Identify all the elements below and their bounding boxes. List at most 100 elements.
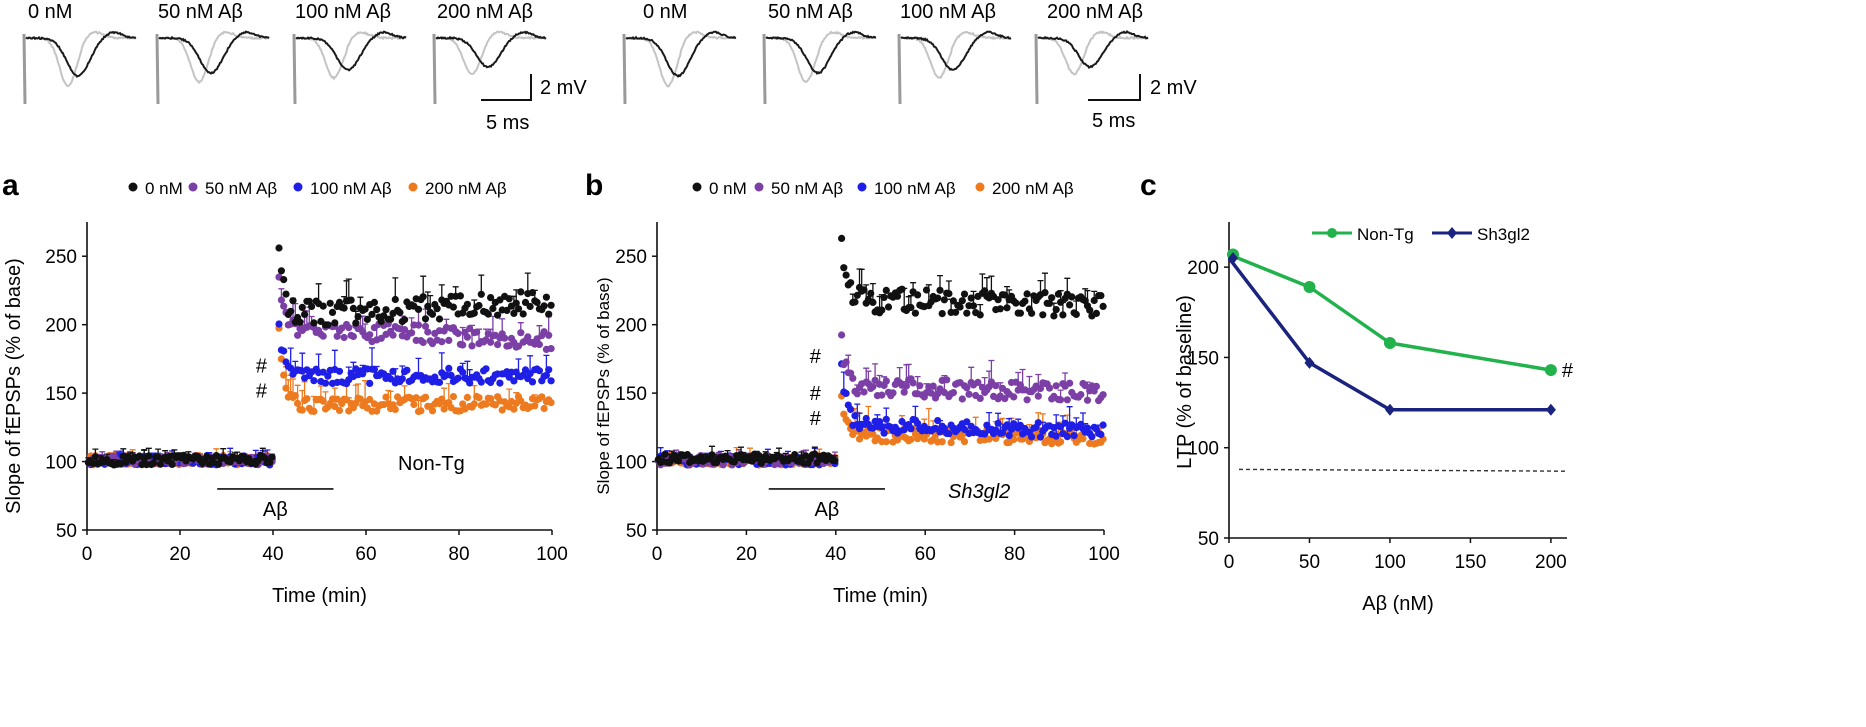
data-point [1052,432,1060,440]
data-point [294,399,302,407]
x-axis-label: Aβ (nM) [1362,593,1434,615]
data-point [470,309,478,317]
data-point [389,331,397,339]
data-point [440,405,448,413]
y-tick-label: 200 [45,316,77,337]
data-point [963,418,971,426]
data-point [1028,433,1036,441]
trace-light [625,30,737,88]
y-tick-label: 200 [1187,258,1219,279]
data-point [943,376,951,384]
trace-dark [765,30,877,76]
data-point [366,395,374,404]
data-point [403,366,411,374]
data-point [419,338,427,347]
series-50nma [654,331,1107,469]
data-point [333,332,341,340]
data-point [531,402,539,410]
data-point [730,458,738,466]
x-tick-label: 150 [1455,552,1487,573]
data-point [414,305,423,313]
y-tick-label: 100 [45,453,77,474]
data-point [842,271,850,279]
data-point [902,382,911,390]
data-point [361,305,369,313]
series-line [1227,257,1551,412]
scale-ms-left: 5 ms [486,112,529,134]
stimulus-artifact [155,33,160,105]
data-point [387,315,395,323]
x-tick-label: 0 [82,544,93,565]
data-point [1021,297,1029,305]
data-point [424,328,432,336]
data-point [1544,364,1557,377]
series-0nm [84,244,555,469]
legend-marker [188,182,198,192]
panel-b: b 0 nM 50 nM Aβ 100 nM Aβ 200 nM Aβ 50 100 150 2… [585,169,1120,607]
data-point [310,407,318,415]
data-point [475,301,483,310]
data-point [1023,290,1031,298]
data-point [545,331,553,339]
x-tick-label: 20 [736,544,757,565]
data-point [391,405,399,413]
trace-pair [155,30,270,105]
data-point [965,390,973,398]
data-point [145,452,153,460]
data-point [340,333,348,342]
data-point [934,294,942,302]
data-point [969,302,978,310]
data-point [449,303,457,311]
data-point [433,305,441,313]
significance-mark: # [256,380,268,402]
data-point [1099,391,1107,399]
data-point [1036,384,1045,393]
legend-marker [754,182,764,192]
data-point [324,372,332,380]
genotype-annotation: Non-Tg [398,453,465,475]
data-point [884,303,893,311]
series-0nm [654,234,1107,467]
data-point [1012,299,1020,307]
data-point [410,400,418,409]
data-point [308,302,316,311]
scale-mv-right: 2 mV [1150,77,1197,99]
drug-bar-label: Aβ [263,499,288,521]
legend-label: 50 nM Aβ [205,179,277,198]
data-point [294,331,302,339]
significance-mark: # [1562,360,1574,382]
data-point [963,309,971,317]
data-point [940,296,949,304]
data-point [447,371,455,379]
x-tick-label: 80 [448,544,469,565]
data-point [387,375,395,383]
y-tick-label: 50 [626,521,647,542]
data-point [1079,435,1087,443]
x-tick-label: 20 [169,544,190,565]
data-point [459,341,467,349]
data-point [391,295,399,304]
data-point [510,405,518,413]
data-point [878,306,886,314]
data-point [949,297,958,305]
data-point [326,299,334,307]
data-point [889,389,897,397]
series-sh3gl2 [1227,252,1556,416]
trace-dark [25,30,137,78]
data-point [310,319,318,327]
data-point [435,378,444,386]
data-point [324,321,332,329]
data-point [477,378,485,386]
data-point [840,264,848,272]
data-point [470,400,478,408]
series-200nma [84,324,555,469]
data-point [547,377,555,385]
data-point [860,388,868,396]
x-tick-label: 0 [1224,552,1235,573]
data-point [540,302,548,310]
data-point [408,329,416,337]
data-point [421,393,430,401]
data-point [1088,433,1096,441]
legend-marker [857,182,867,192]
